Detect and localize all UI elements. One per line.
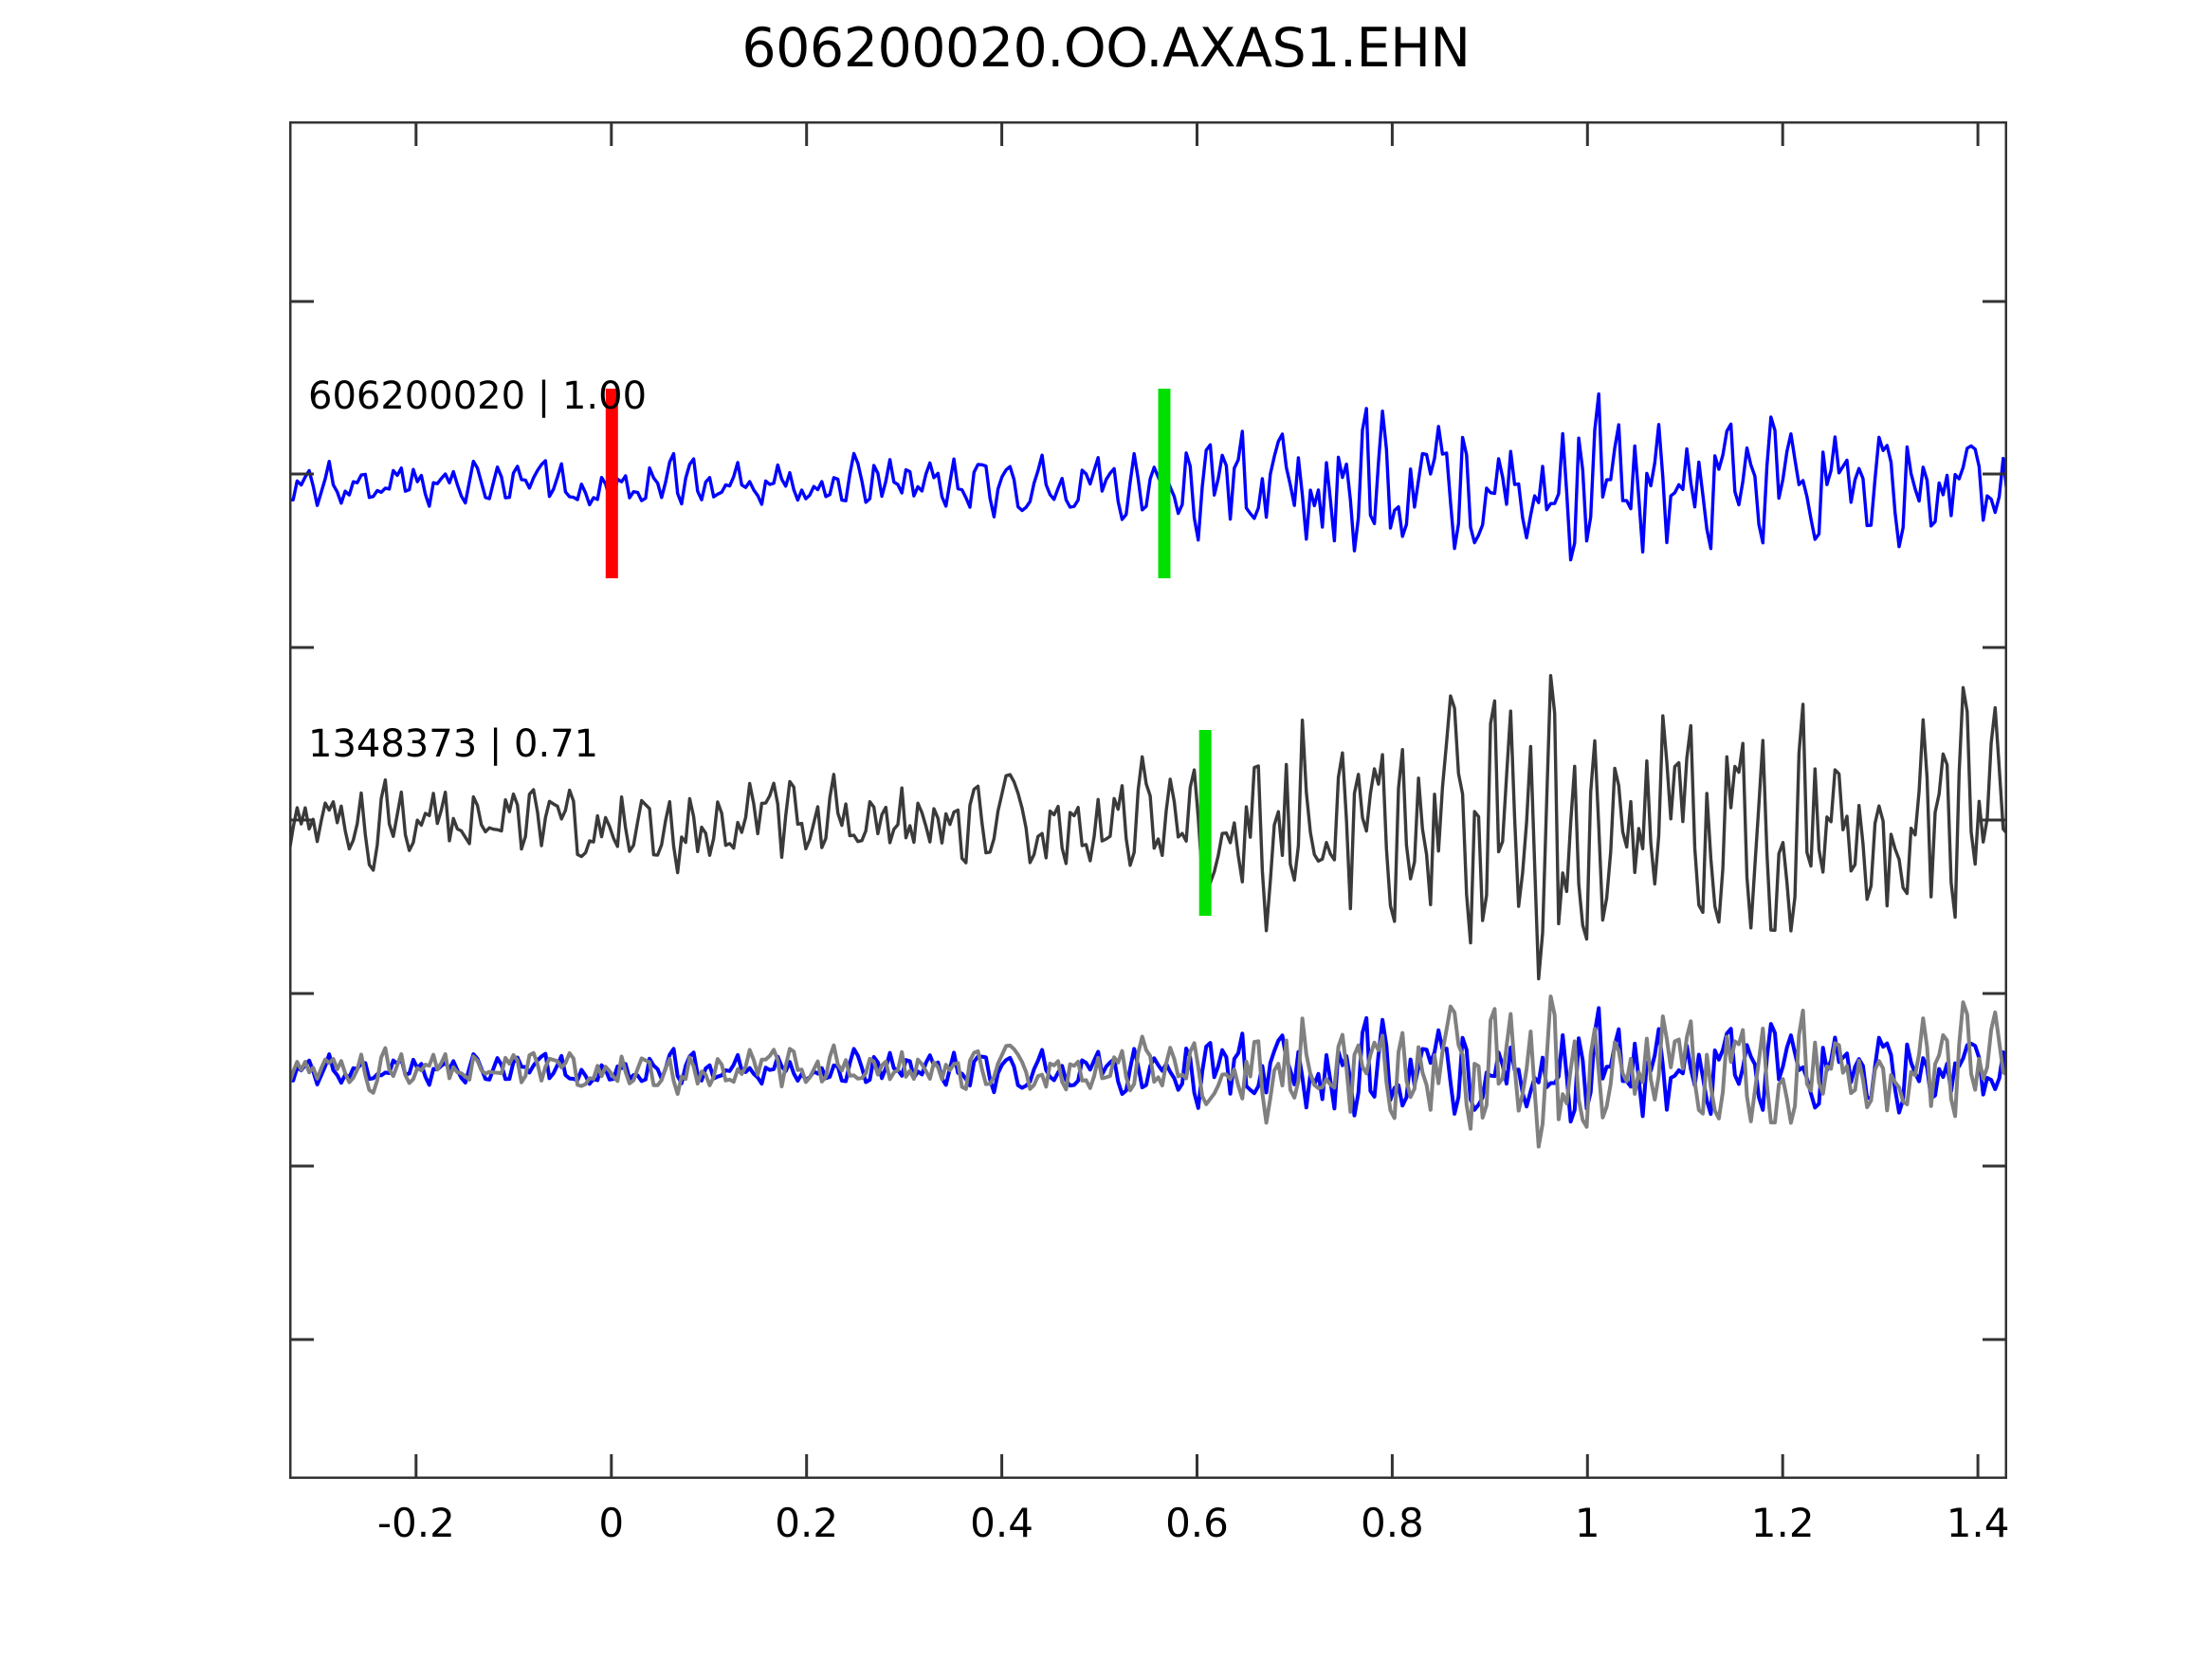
tick-group <box>289 121 2007 1479</box>
waveform-trace <box>289 674 2007 981</box>
marker-group <box>605 389 1212 916</box>
trace-group <box>289 392 2007 1149</box>
x-axis-tick-label: -0.2 <box>376 1500 455 1546</box>
waveform-trace <box>289 994 2007 1149</box>
page-title: 606200020.OO.AXAS1.EHN <box>741 17 1471 80</box>
x-axis-tick-label: 1 <box>1574 1500 1600 1546</box>
s-pick-marker <box>1158 389 1171 578</box>
x-axis-tick-label: 0.8 <box>1360 1500 1424 1546</box>
x-axis-tick-label: 0.6 <box>1165 1500 1229 1546</box>
x-axis-tick-label: 1.4 <box>1946 1500 2010 1546</box>
trace-label-secondary: 1348373 | 0.71 <box>308 722 599 766</box>
x-axis-tick-label: 0.4 <box>970 1500 1033 1546</box>
plot-frame <box>289 121 2007 1479</box>
x-axis-tick-label: 0.2 <box>775 1500 839 1546</box>
x-axis-tick-label: 1.2 <box>1750 1500 1815 1546</box>
plot-area <box>289 121 2007 1479</box>
s-pick-marker <box>1198 730 1212 916</box>
x-axis-tick-label: 0 <box>598 1500 625 1546</box>
p-pick-marker <box>605 389 618 578</box>
waveform-canvas <box>289 121 2007 1479</box>
trace-label-primary: 606200020 | 1.00 <box>308 374 648 418</box>
plot-background <box>289 121 2007 1479</box>
waveform-trace <box>289 392 2007 562</box>
